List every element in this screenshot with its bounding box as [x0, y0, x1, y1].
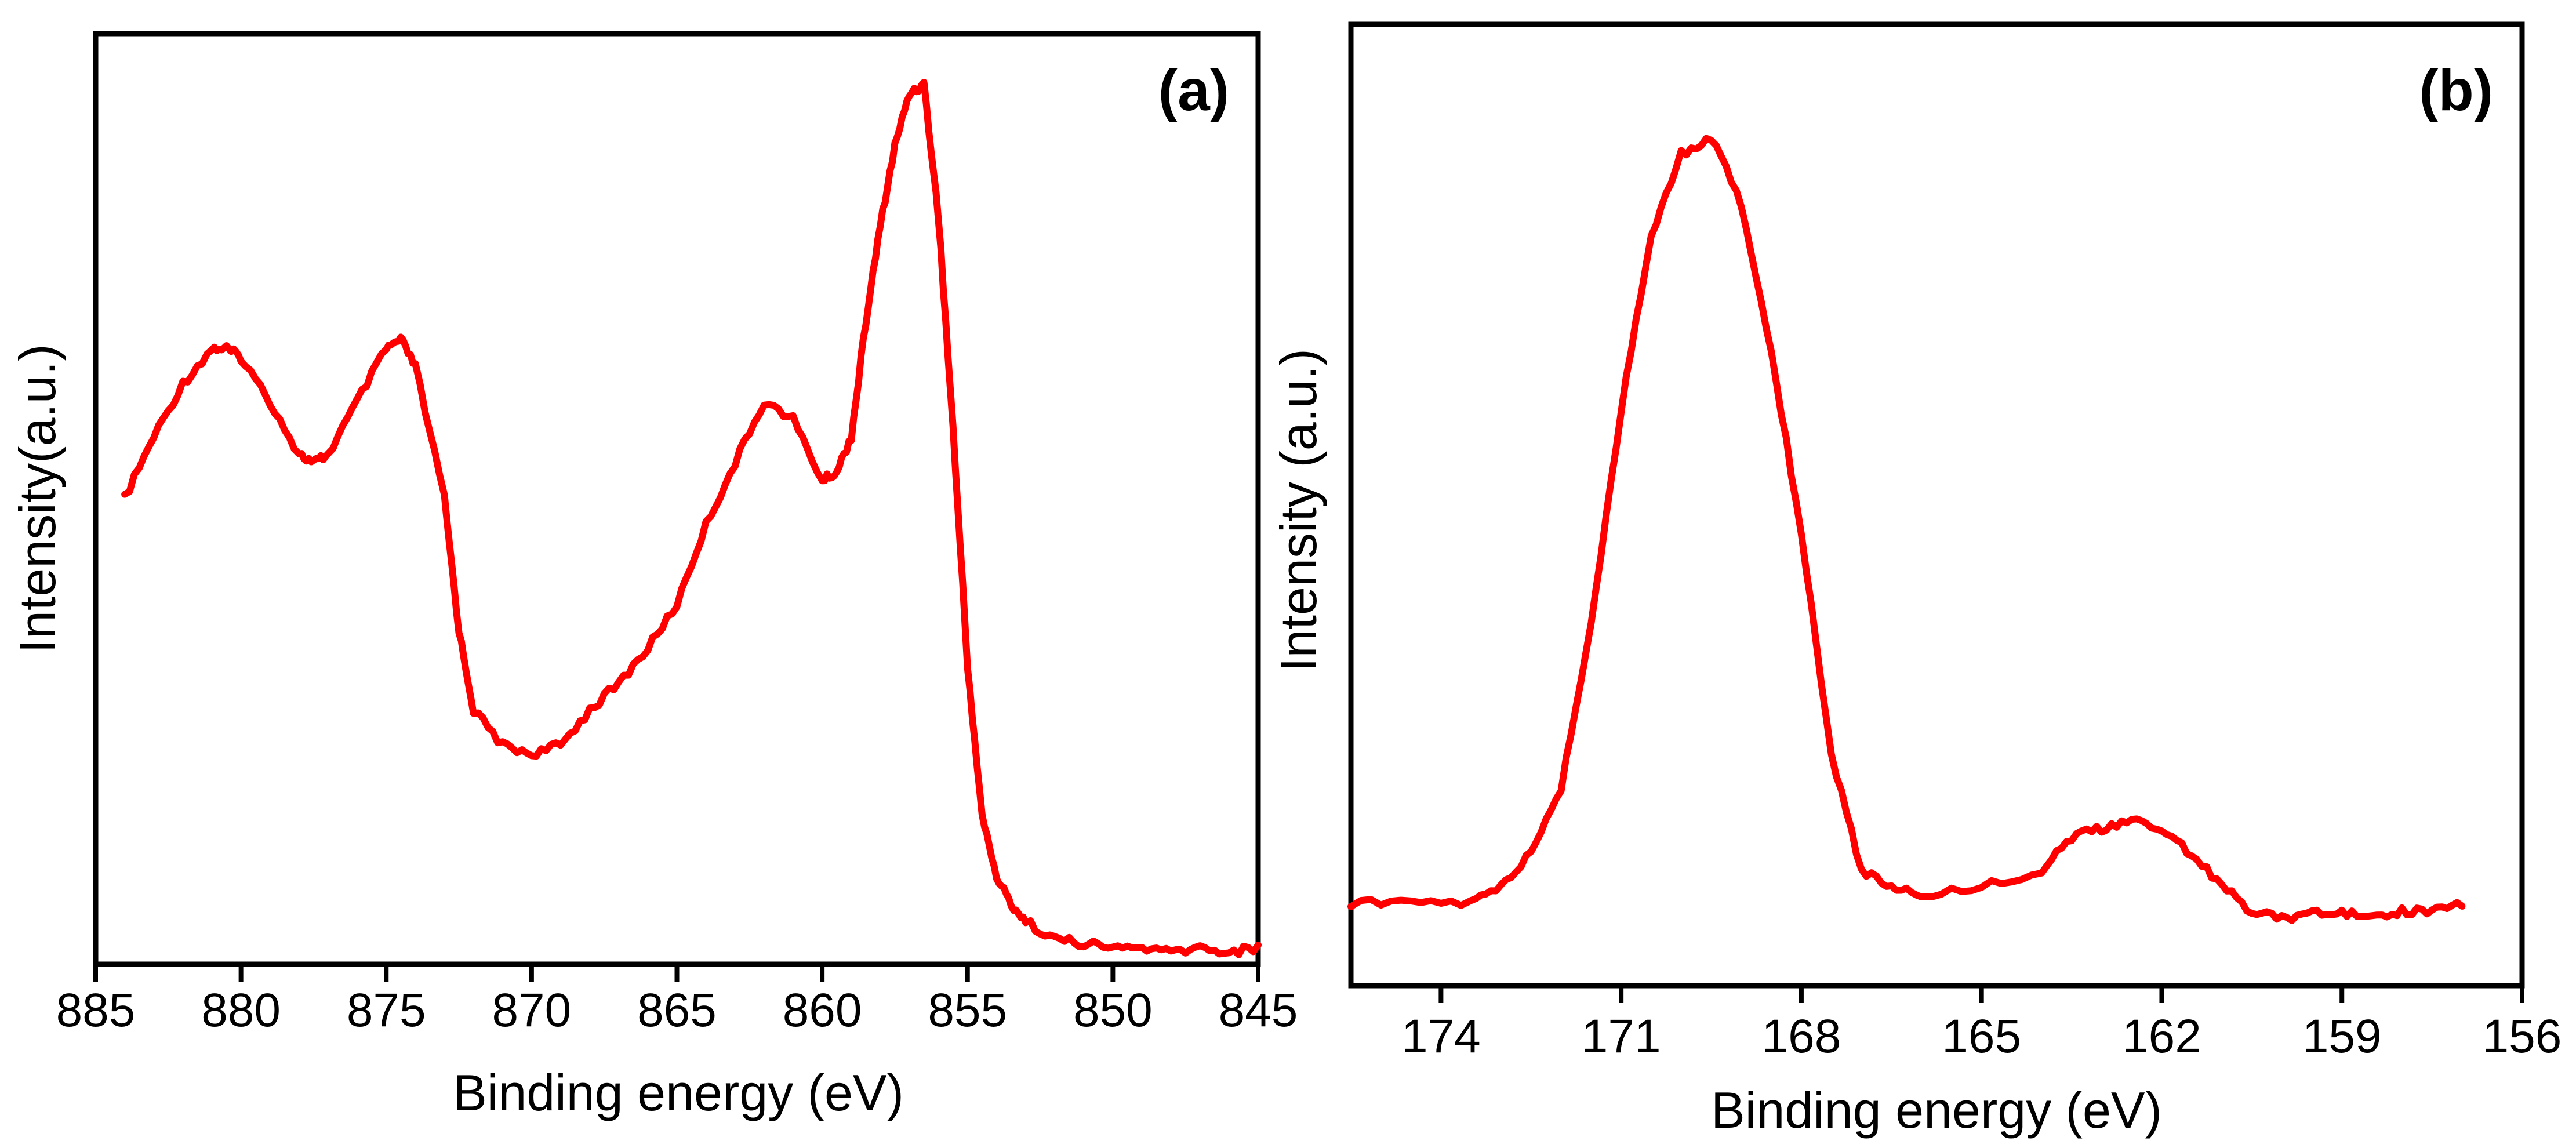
panel-b-x-axis-title: Binding energy (eV) [1711, 1081, 2162, 1139]
panel-b-x-tick-label: 156 [2483, 1010, 2562, 1063]
panel-a-x-tick-label: 870 [492, 984, 571, 1037]
panel-b-x-tick-label: 159 [2302, 1010, 2382, 1063]
panel-a-x-tick-label: 855 [928, 984, 1007, 1037]
panel-b-x-tick-label: 168 [1762, 1010, 1841, 1063]
panel-b-x-tick-label: 171 [1582, 1010, 1661, 1063]
panel-b-y-axis-title: Intensity (a.u.) [1270, 348, 1327, 672]
panel-a-x-tick-label: 865 [637, 984, 717, 1037]
panel-b-label: (b) [2419, 58, 2493, 123]
panel-b-x-tick-label: 165 [1942, 1010, 2021, 1063]
panel-b-curve [1347, 135, 2466, 924]
panel-a-x-tick-label: 885 [56, 984, 136, 1037]
panel-a-x-tick-label: 880 [201, 984, 281, 1037]
panel-b-s2p-chart: 174 171 168 165 162 159 156 (b) Binding energy… [1270, 21, 2562, 1139]
panel-a-curve [121, 79, 1262, 958]
panel-a-plot-frame [93, 31, 1261, 967]
panel-b-x-axis: 174 171 168 165 162 159 156 [1401, 986, 2562, 1063]
panel-b-plot-frame [1348, 21, 2525, 989]
panel-a-x-tick-label: 875 [347, 984, 426, 1037]
panel-b-x-tick-label: 162 [2122, 1010, 2201, 1063]
panel-a-ni2p-chart: 885 880 875 870 865 860 855 850 845 (a) Binding … [9, 31, 1298, 1121]
panel-a-x-tick-label: 850 [1073, 984, 1153, 1037]
panel-a-y-axis-title: Intensity(a.u.) [9, 344, 66, 653]
panel-a-x-tick-label: 860 [783, 984, 862, 1037]
panel-b-x-tick-label: 174 [1401, 1010, 1481, 1063]
panel-a-label: (a) [1158, 58, 1229, 123]
panel-a-x-axis: 885 880 875 870 865 860 855 850 845 [56, 964, 1298, 1037]
panel-a-x-axis-title: Binding energy (eV) [453, 1064, 904, 1121]
panel-a-x-tick-label: 845 [1219, 984, 1298, 1037]
